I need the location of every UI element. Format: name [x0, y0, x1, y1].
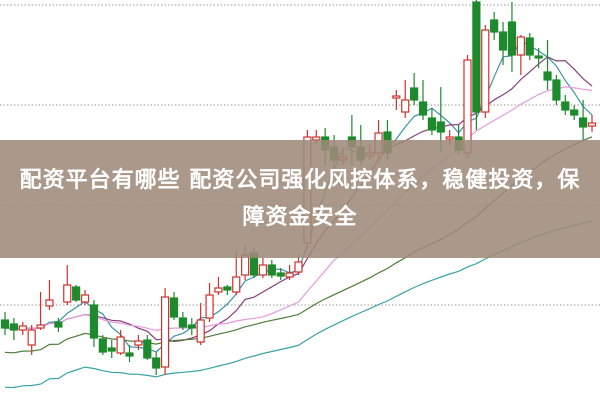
candle-down	[9, 323, 18, 331]
candle-down	[472, 1, 481, 113]
candle-up	[401, 99, 410, 113]
candle-up	[285, 272, 294, 278]
candle-up	[392, 95, 401, 99]
candle-up	[45, 299, 54, 307]
candle-up	[294, 261, 303, 273]
candle-up	[516, 36, 525, 56]
candle-up	[134, 340, 143, 346]
candle-up	[258, 264, 268, 276]
candle-down	[143, 339, 152, 359]
candle-up	[80, 294, 90, 303]
candle-up	[232, 276, 241, 293]
candle-down	[436, 121, 445, 133]
candle-down	[72, 286, 81, 301]
candle-up	[27, 329, 36, 346]
candle-up	[63, 284, 72, 303]
candle-up	[36, 324, 45, 329]
candle-down	[534, 55, 543, 59]
candle-up	[18, 325, 27, 331]
candle-down	[525, 37, 534, 56]
candle-down	[410, 87, 419, 101]
candle-down	[98, 338, 107, 353]
candle-down	[267, 264, 276, 276]
candle-down	[54, 321, 63, 328]
candle-down	[0, 319, 10, 329]
candle-down	[498, 31, 508, 51]
candle-down	[276, 272, 285, 277]
candle-down	[169, 297, 179, 318]
candle-down	[579, 117, 588, 128]
candle-up	[241, 254, 250, 276]
candle-down	[152, 357, 161, 369]
ma20-line	[4, 86, 593, 332]
candle-up	[481, 29, 490, 113]
candle-up	[445, 136, 454, 140]
candle-down	[570, 109, 579, 116]
candle-down	[543, 71, 552, 81]
candle-down	[427, 117, 437, 131]
candle-down	[178, 317, 187, 328]
candle-up	[205, 294, 214, 319]
candle-down	[107, 347, 116, 352]
candle-down	[552, 79, 561, 101]
candle-up	[214, 287, 223, 293]
candle-down	[507, 21, 517, 56]
title-banner: 配资平台有哪些 配资公司强化风控体系，稳健投资，保障资金安全	[0, 140, 600, 258]
candle-down	[490, 19, 499, 33]
candle-up	[587, 122, 597, 127]
article-title: 配资平台有哪些 配资公司强化风控体系，稳健投资，保障资金安全	[19, 168, 581, 230]
candle-down	[561, 101, 570, 111]
candle-down	[418, 101, 428, 116]
candle-up	[160, 296, 170, 368]
candle-down	[89, 304, 99, 339]
candle-down	[223, 286, 232, 291]
candle-up	[116, 336, 125, 354]
candle-down	[125, 352, 134, 357]
candle-down	[187, 324, 196, 329]
candle-up	[196, 319, 205, 343]
